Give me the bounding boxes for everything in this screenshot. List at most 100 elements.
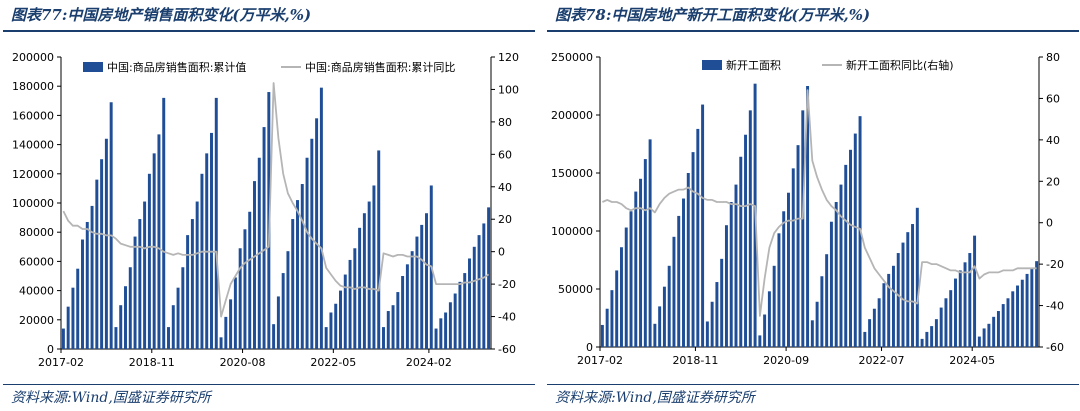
bar	[872, 308, 876, 347]
bar	[281, 273, 285, 349]
bar	[448, 302, 452, 349]
bar	[296, 200, 299, 349]
legend-label-bar: 新开工面积	[726, 58, 781, 72]
bar	[672, 236, 676, 347]
bar	[186, 235, 190, 349]
bar	[114, 327, 118, 349]
bar	[925, 331, 929, 347]
y-right-tick-label: 0	[498, 246, 505, 259]
bar	[891, 265, 895, 347]
y-right-tick-label: 60	[498, 148, 512, 161]
bar	[353, 248, 357, 349]
bar	[772, 265, 776, 347]
figure-title: 图表77:中国房地产销售面积变化(万平米,%)	[11, 6, 312, 24]
legend-swatch-bar	[702, 60, 722, 70]
bar	[343, 274, 347, 349]
bar	[796, 145, 800, 347]
bar	[791, 168, 795, 347]
y-left-tick-label: 0	[586, 341, 593, 354]
bar	[95, 179, 99, 349]
bar	[339, 290, 342, 349]
legend-label-bar: 中国:商品房销售面积:累计值	[107, 60, 246, 74]
bar	[76, 268, 80, 349]
bar	[949, 290, 953, 347]
bar	[677, 215, 681, 347]
bar	[682, 198, 685, 347]
bar	[696, 128, 700, 347]
figure-title: 图表78:中国房地产新开工面积变化(万平米,%)	[555, 6, 871, 24]
series-line-yoy	[62, 82, 490, 318]
legend-label-line: 中国:商品房销售面积:累计同比	[305, 60, 455, 74]
bar	[276, 296, 280, 349]
bar	[887, 273, 891, 347]
bar	[362, 213, 366, 349]
bar	[181, 267, 185, 349]
x-tick-label: 2022-07	[859, 354, 905, 367]
bar	[152, 153, 156, 349]
bar	[968, 253, 972, 347]
y-right-tick-label: -40	[498, 311, 516, 324]
bar	[396, 292, 400, 349]
bar	[911, 224, 915, 347]
sales-area-chart: 0 20000 40000 60000 80000 100000 120000 140000 1…	[12, 51, 519, 369]
bar	[748, 110, 752, 347]
bar	[253, 181, 256, 349]
bar	[705, 321, 709, 347]
bar	[944, 298, 948, 347]
y-right-tick-label: 40	[1046, 134, 1060, 147]
y-right-tick-label: 120	[498, 51, 519, 64]
bar	[104, 138, 108, 349]
x-tick-label: 2018-11	[672, 354, 718, 367]
bar	[829, 221, 833, 347]
bar	[901, 242, 905, 347]
bar	[128, 267, 132, 349]
y-left-tick-label: 250000	[551, 51, 593, 64]
bar	[639, 178, 643, 347]
bar	[715, 282, 719, 347]
y-right-tick-label: 0	[1046, 217, 1053, 230]
bar	[629, 211, 633, 347]
x-tick-label: 2017-02	[577, 354, 623, 367]
bar	[982, 328, 986, 347]
bar	[100, 159, 104, 349]
source-note: 资料来源:Wind,国盛证券研究所	[555, 390, 755, 406]
bar	[1006, 298, 1010, 347]
chart-panel-sales: 图表77:中国房地产销售面积变化(万平米,%) 0 20000 40000 60000…	[3, 0, 535, 411]
bar	[305, 157, 309, 349]
bar	[124, 286, 127, 349]
bar	[710, 301, 714, 347]
bar	[482, 223, 486, 349]
bar	[691, 152, 695, 347]
x-tick-label: 2018-11	[129, 356, 175, 369]
bar	[729, 202, 733, 347]
y-left-tick-label: 20000	[19, 314, 54, 327]
bar	[358, 227, 362, 349]
bar	[319, 87, 323, 349]
bar	[939, 307, 943, 347]
bar	[291, 219, 295, 349]
bar	[777, 233, 781, 347]
x-tick-label: 2017-02	[38, 356, 84, 369]
bar	[820, 276, 824, 347]
bar	[386, 311, 390, 349]
y-left-tick-label: 200000	[12, 51, 54, 64]
bar	[863, 331, 867, 347]
bar	[992, 316, 996, 347]
bar	[401, 276, 405, 349]
bar	[600, 324, 604, 347]
bar	[844, 164, 848, 347]
bar	[391, 305, 395, 349]
bar	[405, 264, 409, 349]
bar	[763, 314, 767, 347]
bar	[686, 173, 690, 347]
bar	[224, 316, 228, 349]
bar	[767, 291, 771, 347]
bar	[85, 221, 89, 349]
y-right-tick-label: 100	[498, 83, 519, 96]
bar	[219, 337, 223, 349]
x-tick-label: 2022-05	[310, 356, 356, 369]
bar	[487, 207, 491, 349]
y-left-tick-label: 60000	[19, 255, 54, 268]
bar	[605, 308, 609, 347]
bar	[643, 159, 647, 347]
